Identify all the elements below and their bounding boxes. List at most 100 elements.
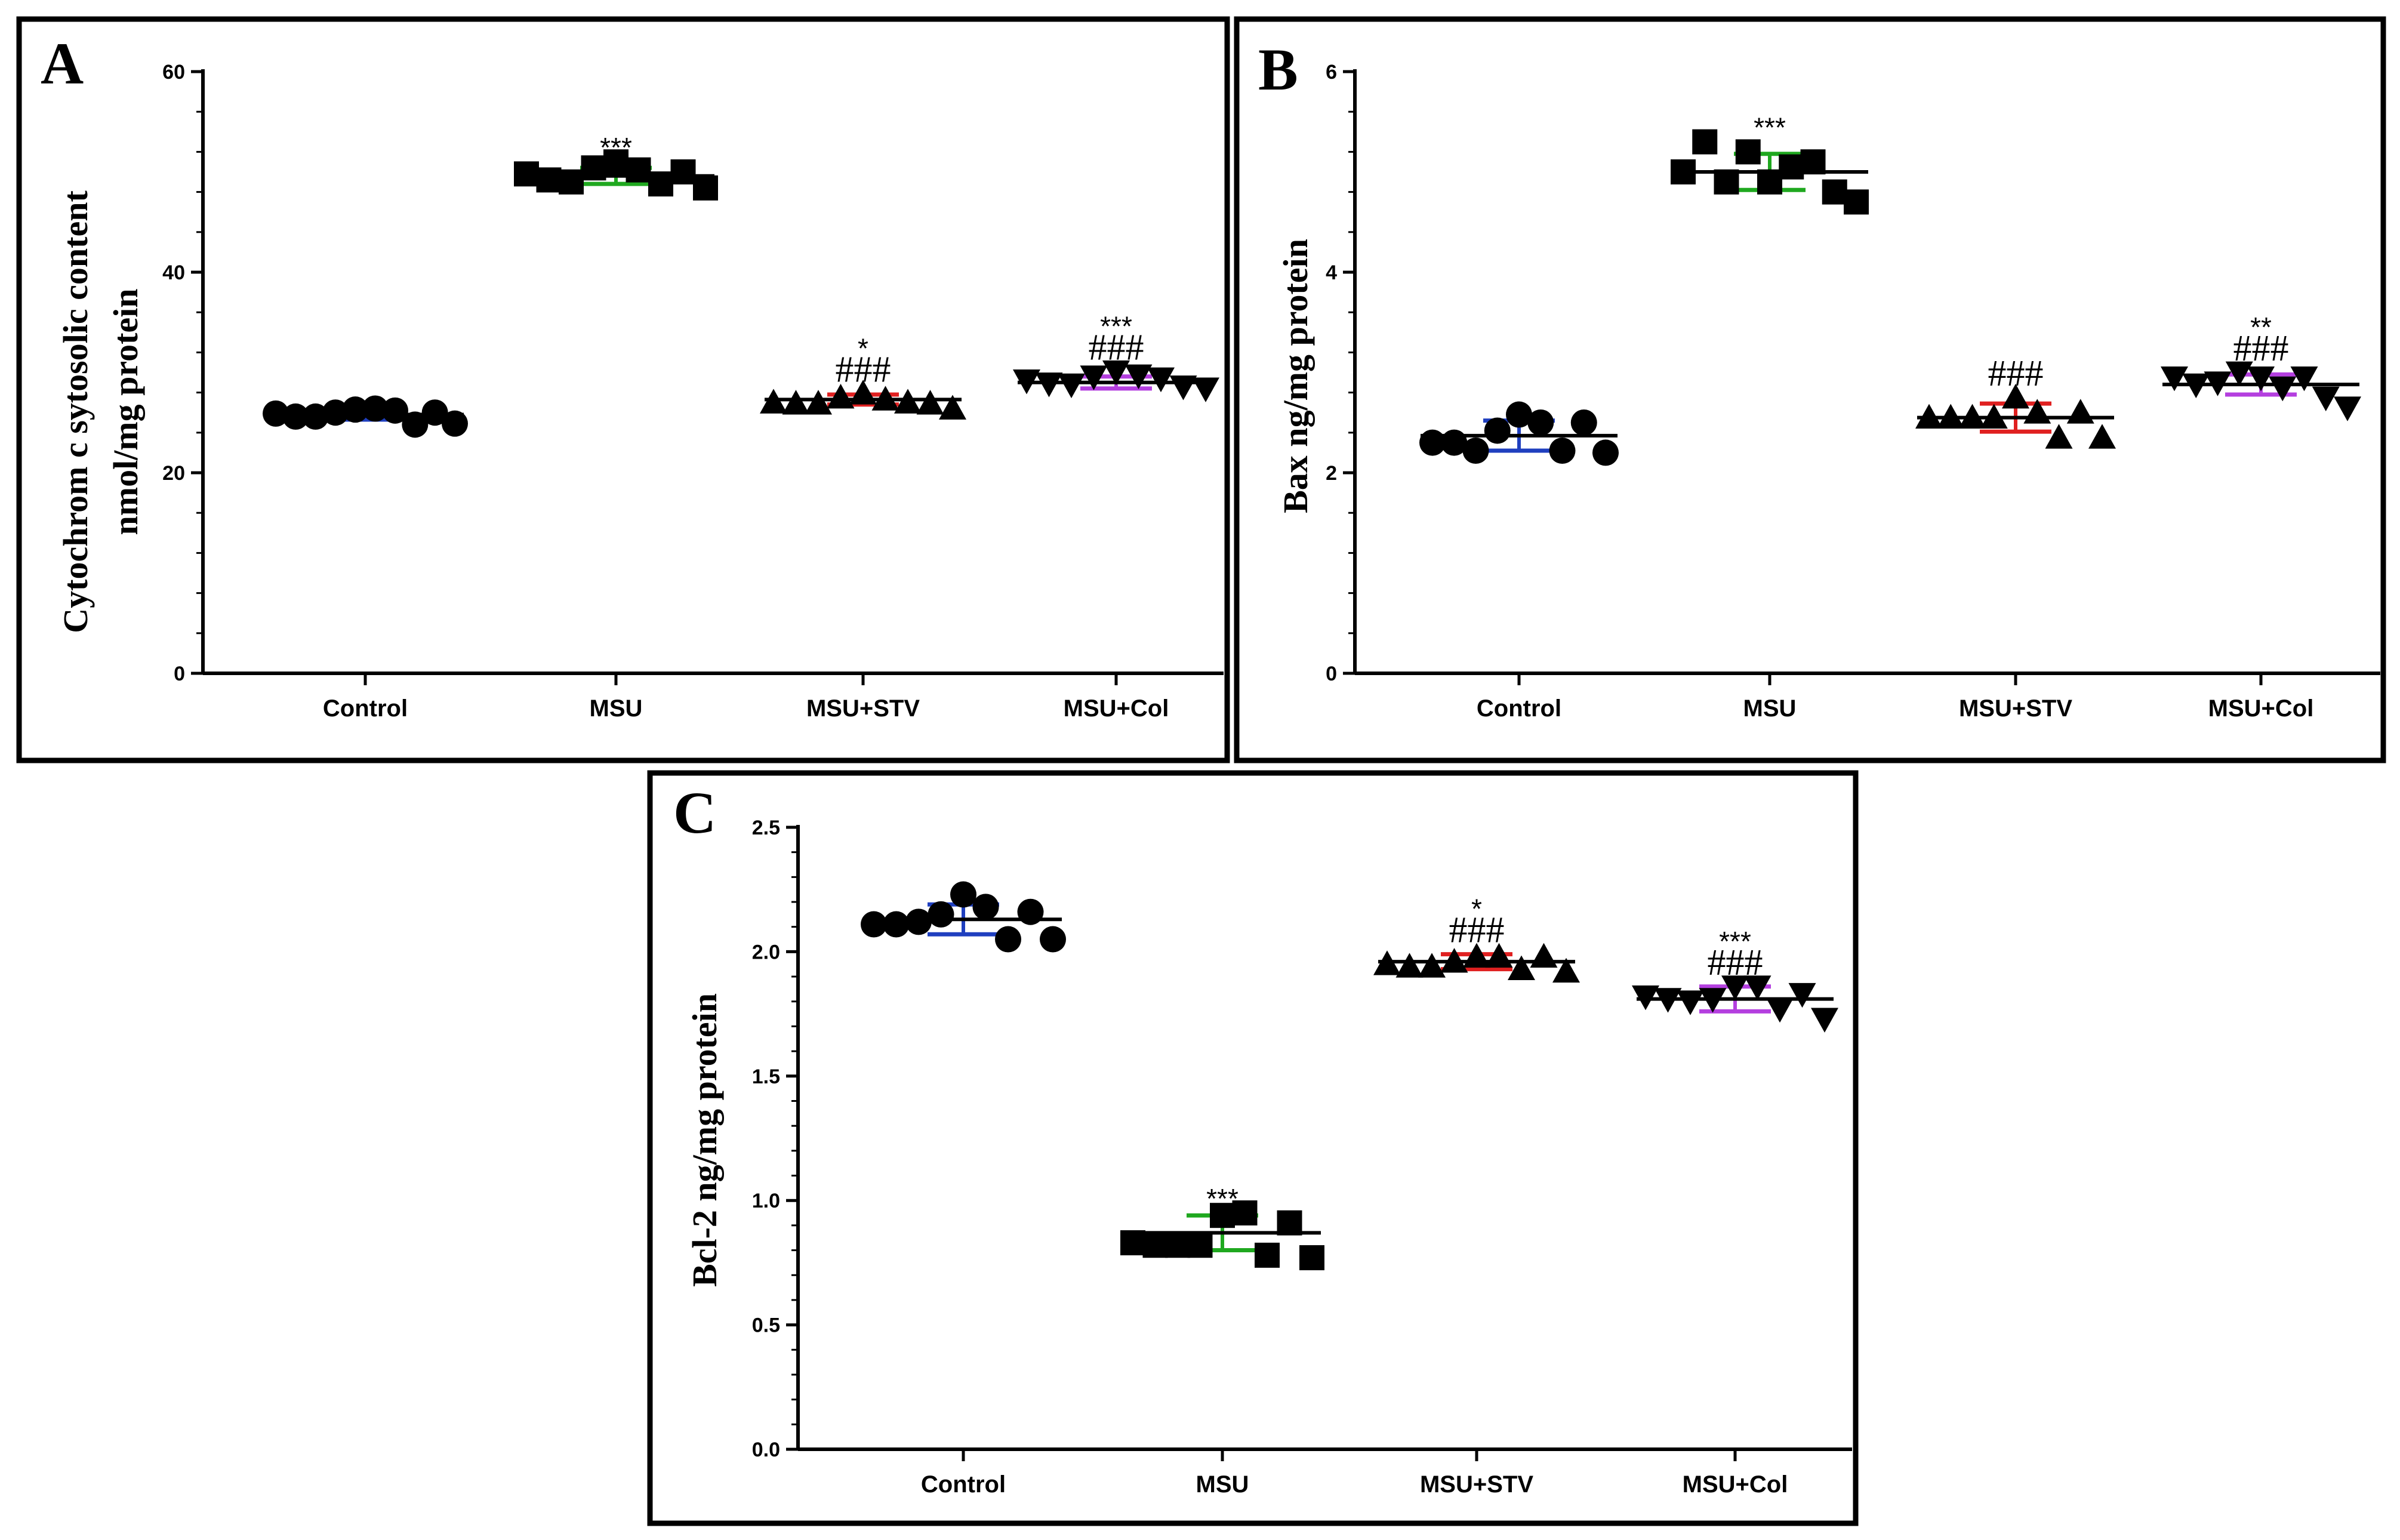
group-control bbox=[1419, 401, 1619, 466]
data-point bbox=[1508, 955, 1535, 980]
data-point bbox=[805, 390, 832, 415]
data-point bbox=[442, 410, 468, 437]
x-tick-label: Control bbox=[1477, 695, 1561, 722]
data-point bbox=[302, 403, 329, 430]
data-point bbox=[1592, 439, 1619, 466]
y-tick-label: 4 bbox=[1326, 261, 1337, 284]
data-point bbox=[559, 169, 584, 195]
data-point bbox=[1187, 1233, 1213, 1258]
data-point bbox=[402, 411, 429, 438]
data-point bbox=[2066, 399, 2094, 424]
x-tick-label: MSU+STV bbox=[1420, 1471, 1533, 1498]
data-point bbox=[1484, 417, 1511, 444]
group-control bbox=[861, 881, 1066, 953]
data-point bbox=[883, 911, 910, 938]
data-point bbox=[1811, 1008, 1838, 1033]
data-point bbox=[514, 161, 539, 187]
data-point bbox=[1779, 154, 1804, 180]
data-point bbox=[1570, 409, 1597, 436]
x-tick-label: MSU bbox=[590, 695, 643, 722]
group-msu-stv: ###* bbox=[1373, 894, 1580, 983]
x-tick-label: MSU bbox=[1196, 1471, 1249, 1498]
group-control bbox=[263, 395, 468, 438]
data-point bbox=[1735, 139, 1761, 165]
data-point bbox=[1418, 953, 1446, 978]
data-point bbox=[1721, 975, 1749, 1000]
group-msu-col: ###** bbox=[2161, 312, 2361, 421]
group-msu-col: ###*** bbox=[1632, 926, 1838, 1033]
group-msu-col: ###*** bbox=[1013, 310, 1219, 402]
data-point bbox=[2045, 424, 2073, 449]
data-point bbox=[916, 390, 944, 415]
y-tick-label: 60 bbox=[162, 61, 185, 84]
significance-hash-label: ### bbox=[1708, 943, 1763, 983]
significance-hash-label: ### bbox=[1988, 353, 2044, 394]
data-point bbox=[782, 390, 810, 415]
significance-hash-label: ### bbox=[2233, 328, 2289, 369]
data-point bbox=[1124, 364, 1153, 390]
data-point bbox=[2225, 361, 2253, 386]
data-point bbox=[1552, 957, 1580, 983]
data-point bbox=[1462, 438, 1489, 464]
data-point bbox=[1743, 975, 1771, 1000]
data-point bbox=[322, 399, 349, 426]
data-point bbox=[382, 397, 408, 424]
x-tick-label: Control bbox=[921, 1471, 1006, 1498]
data-point bbox=[626, 157, 651, 183]
data-point bbox=[1299, 1245, 1324, 1271]
data-point bbox=[1210, 1203, 1235, 1228]
data-point bbox=[2334, 396, 2361, 421]
y-tick-label: 1.0 bbox=[752, 1190, 780, 1212]
significance-star-label: *** bbox=[600, 132, 632, 163]
panel-a-frame bbox=[16, 16, 1230, 763]
x-tick-label: MSU+STV bbox=[806, 695, 920, 722]
data-point bbox=[603, 149, 629, 175]
y-tick-label: 20 bbox=[162, 462, 185, 485]
data-point bbox=[928, 901, 954, 928]
data-point bbox=[1080, 365, 1108, 390]
panel-b-frame bbox=[1234, 16, 2386, 763]
data-point bbox=[536, 167, 562, 193]
data-point bbox=[995, 926, 1021, 953]
data-point bbox=[1506, 401, 1532, 428]
data-point bbox=[1147, 367, 1175, 393]
data-point bbox=[421, 399, 448, 426]
panel-b-ylabel: Bax ng/mg protein bbox=[1276, 239, 1315, 513]
data-point bbox=[1766, 997, 1794, 1023]
y-tick-label: 2.5 bbox=[752, 817, 780, 839]
panel-a: A Cytochrom c sytosolic content nmol/mg … bbox=[16, 16, 1230, 763]
data-point bbox=[1058, 373, 1085, 399]
data-point bbox=[1102, 360, 1130, 386]
x-tick-label: MSU+Col bbox=[2208, 695, 2314, 722]
significance-star-label: *** bbox=[1754, 112, 1786, 143]
data-point bbox=[1232, 1200, 1258, 1226]
significance-star-label: *** bbox=[1206, 1183, 1238, 1214]
x-tick-label: Control bbox=[323, 695, 408, 722]
data-point bbox=[1549, 438, 1576, 464]
data-point bbox=[1844, 189, 1869, 215]
data-point bbox=[1165, 1233, 1190, 1258]
data-point bbox=[905, 908, 932, 935]
y-tick-label: 2 bbox=[1326, 462, 1337, 485]
data-point bbox=[1527, 409, 1554, 436]
data-point bbox=[950, 881, 976, 908]
group-msu: *** bbox=[1120, 1183, 1324, 1271]
panel-c-ylabel: Bcl-2 ng/mg protein bbox=[685, 993, 724, 1287]
x-tick-label: MSU+STV bbox=[1959, 695, 2072, 722]
data-point bbox=[1035, 372, 1063, 398]
y-tick-label: 2.0 bbox=[752, 941, 780, 963]
panel-c-plot: 0.0 0.5 1.0 1.5 2.0 2.5 Control MSU *** MSU+STV ##… bbox=[752, 817, 1852, 1498]
x-tick-label: MSU+Col bbox=[1064, 695, 1169, 722]
panel-b: B Bax ng/mg protein 0 2 4 6 Control MSU *** MSU… bbox=[1234, 16, 2386, 763]
data-point bbox=[2161, 366, 2188, 392]
y-tick-label: 1.5 bbox=[752, 1065, 780, 1088]
panel-a-letter: A bbox=[41, 30, 84, 97]
data-point bbox=[670, 159, 696, 184]
group-msu: *** bbox=[514, 132, 718, 201]
data-point bbox=[1788, 982, 1816, 1008]
data-point bbox=[1530, 943, 1558, 968]
data-point bbox=[2269, 376, 2297, 402]
group-msu-stv: ### bbox=[1915, 353, 2116, 449]
